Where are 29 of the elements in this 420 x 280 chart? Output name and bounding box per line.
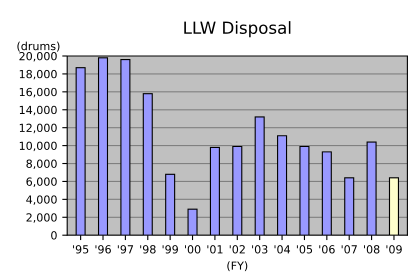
- y-axis-title: (drums): [17, 42, 60, 52]
- x-tick-label: '02: [230, 245, 245, 254]
- y-tick-label: 16,000: [20, 88, 57, 98]
- y-tick-label: 14,000: [20, 106, 57, 116]
- chart-title: LLW Disposal: [184, 21, 290, 38]
- x-tick-label: '06: [319, 245, 335, 254]
- x-tick-label: '08: [364, 245, 380, 254]
- x-tick-label: '04: [274, 245, 290, 254]
- x-tick-label: '07: [342, 245, 357, 254]
- y-tick-label: 0: [51, 231, 57, 240]
- y-tick-label: 8,000: [26, 159, 57, 170]
- x-tick-label: '05: [296, 245, 312, 254]
- x-tick-label: '95: [73, 245, 88, 254]
- y-tick-label: 6,000: [26, 177, 57, 187]
- x-tick-label: '99: [162, 245, 178, 254]
- y-tick-label: 18,000: [20, 70, 57, 80]
- y-tick-label: 2,000: [26, 213, 57, 223]
- y-tick-label: 12,000: [20, 124, 57, 134]
- y-tick-label: 20,000: [19, 52, 57, 62]
- x-tick-label: '09: [386, 245, 402, 254]
- y-tick-label: 10,000: [20, 142, 57, 152]
- y-tick-label: 4,000: [26, 195, 57, 205]
- x-tick-label: '03: [252, 245, 268, 254]
- x-tick-label: '97: [118, 245, 134, 254]
- x-tick-label: '01: [207, 245, 222, 254]
- x-tick-label: '96: [95, 245, 111, 254]
- x-tick-label: '00: [185, 245, 200, 254]
- x-tick-label: '98: [140, 245, 156, 254]
- x-axis-title: (FY): [227, 261, 248, 272]
